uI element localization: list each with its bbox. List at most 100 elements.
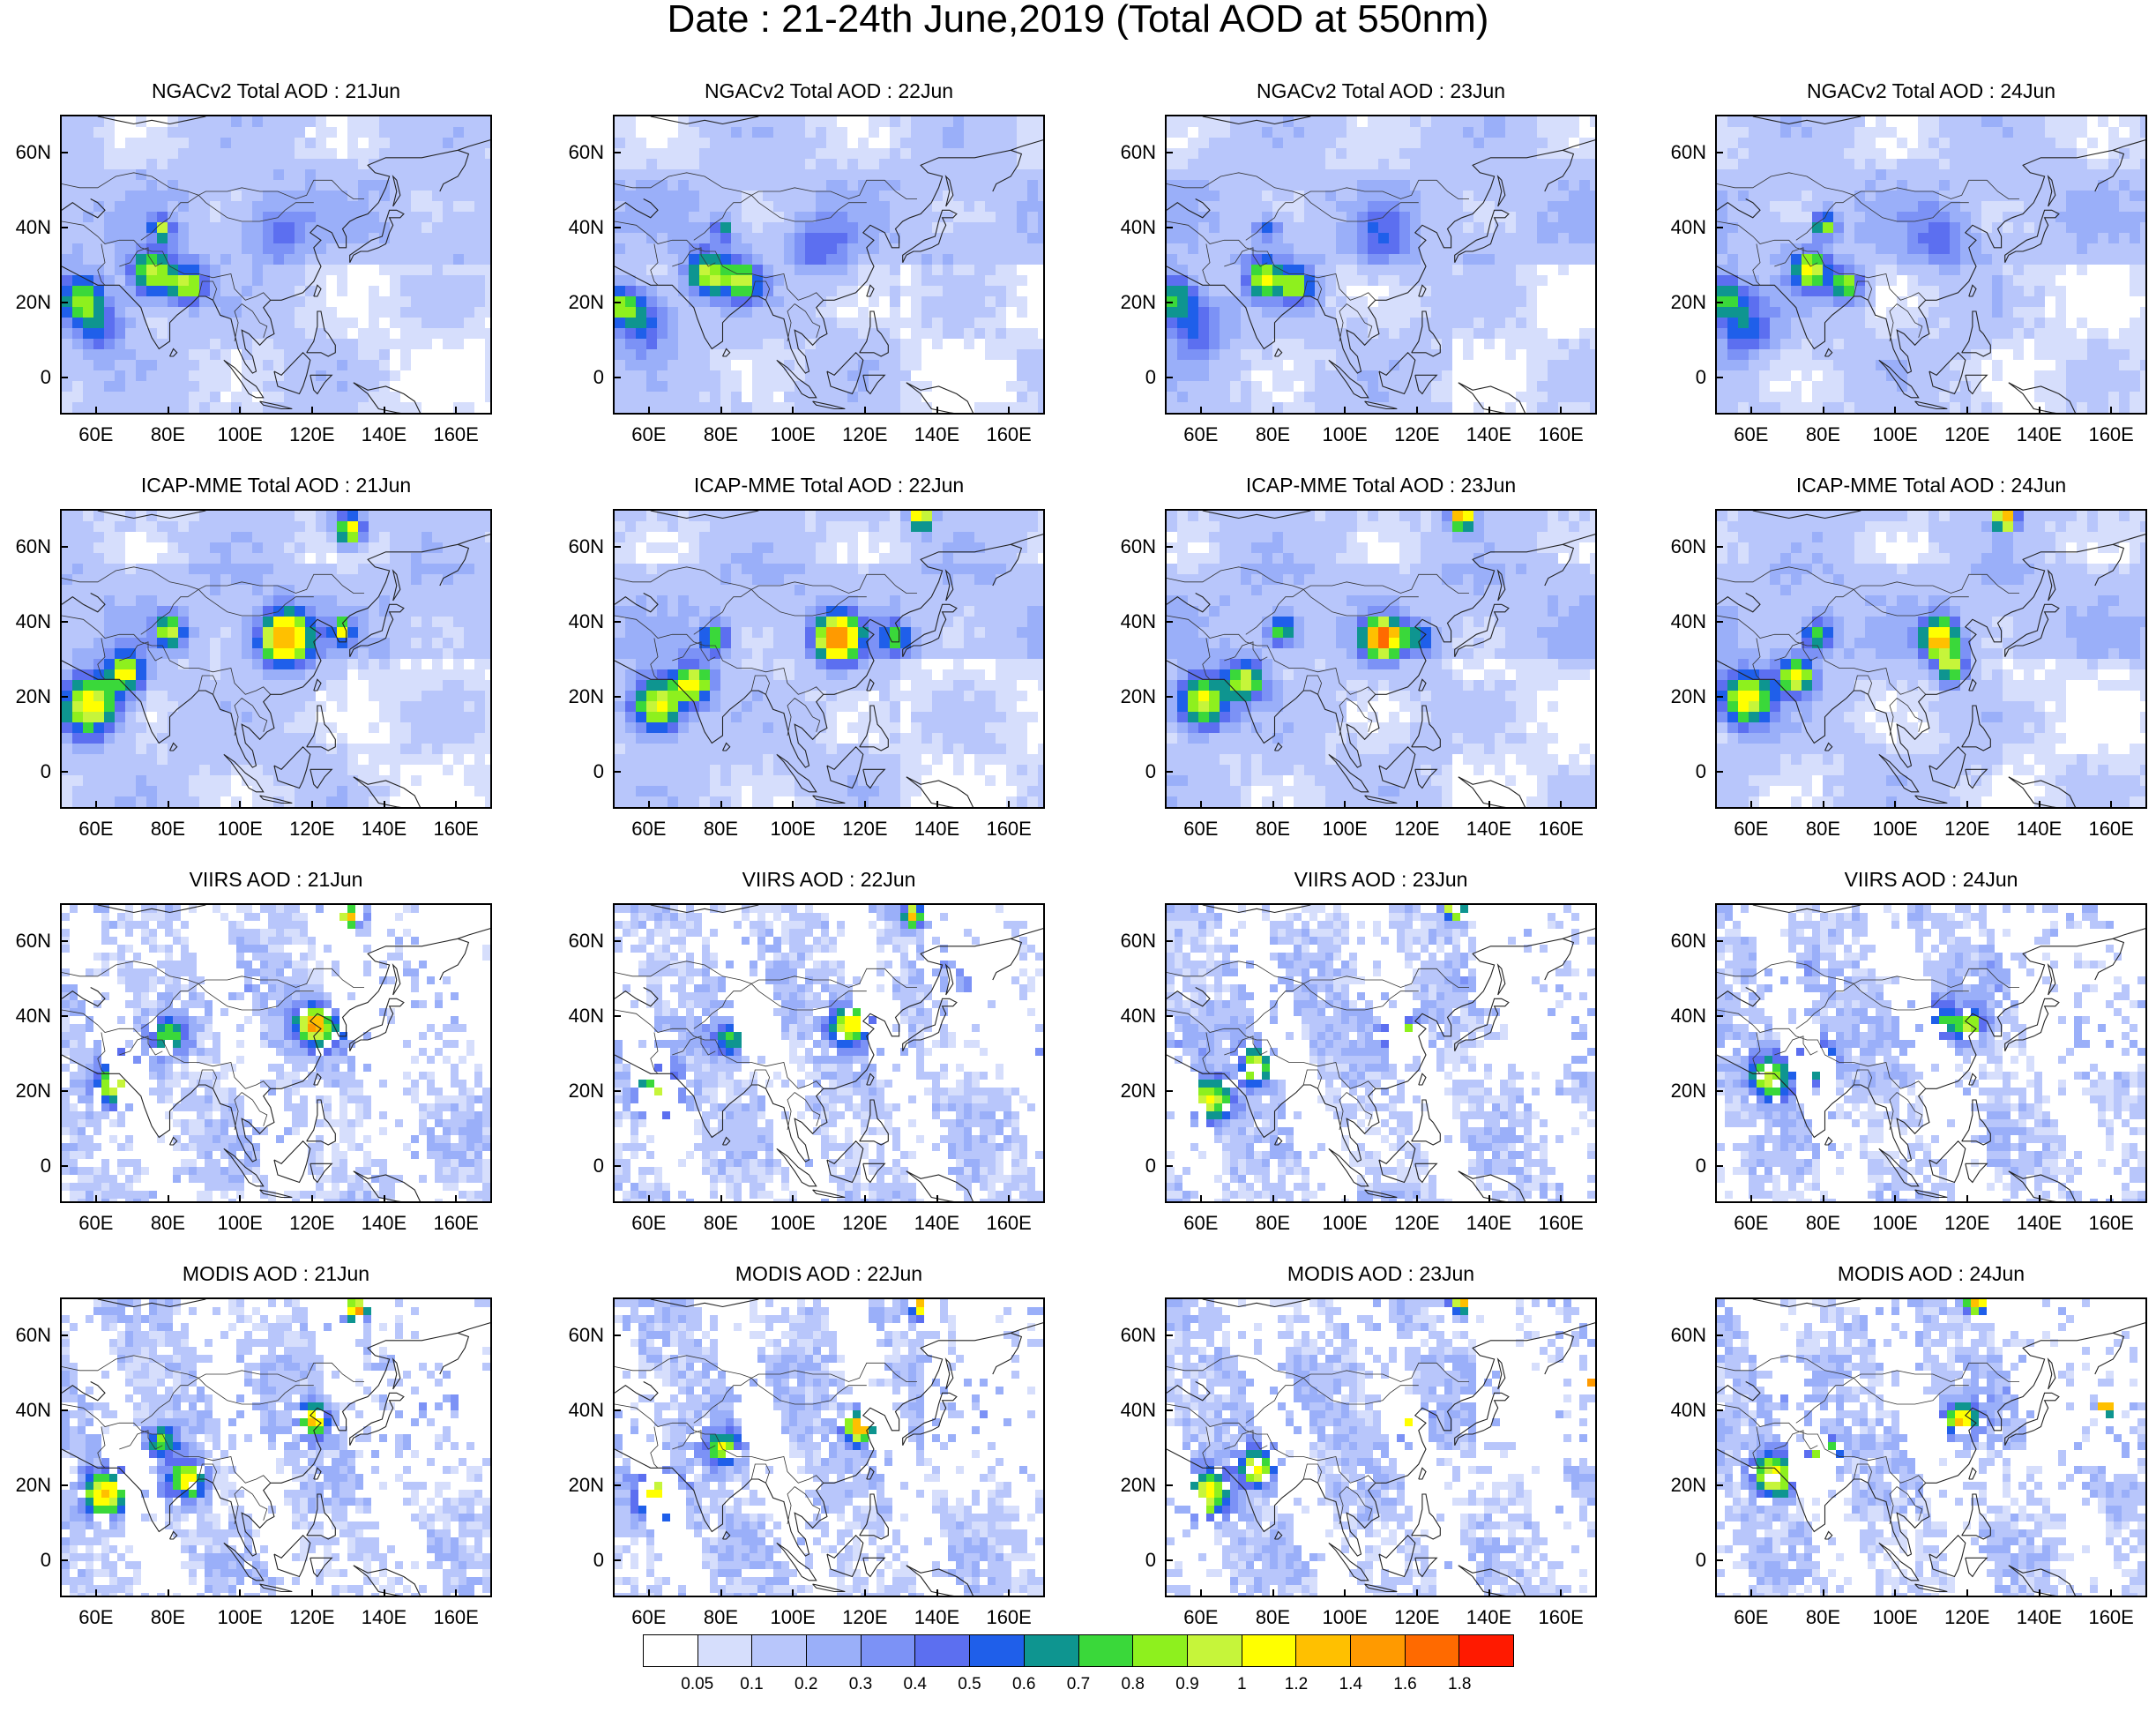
coastline (62, 905, 490, 1201)
lat-tick-label: 40N (1670, 1004, 1706, 1027)
lon-tick (1822, 407, 1824, 415)
lat-tick-label: 0 (1145, 1154, 1156, 1177)
lon-tick (1415, 1195, 1418, 1203)
lon-tick-label: 140E (914, 1606, 960, 1628)
lon-tick (1415, 801, 1418, 809)
lat-tick-label: 40N (1670, 215, 1706, 238)
lon-tick-label: 160E (1538, 1606, 1584, 1628)
lon-tick (1272, 801, 1274, 809)
lon-tick (310, 801, 313, 809)
lon-tick (1199, 1589, 1202, 1597)
lon-tick (1560, 801, 1563, 809)
lon-tick-label: 140E (1466, 423, 1512, 445)
lon-tick (1749, 407, 1752, 415)
colorbar-label: 1.4 (1339, 1675, 1362, 1693)
aod-field (615, 116, 1043, 413)
lon-tick-label: 100E (1872, 1212, 1918, 1234)
lon-tick (647, 1195, 650, 1203)
lon-tick (863, 1589, 866, 1597)
lon-tick-label: 60E (1734, 423, 1769, 445)
coastline (615, 905, 1043, 1201)
lon-tick (1415, 407, 1418, 415)
lon-tick-label: 80E (150, 423, 186, 445)
lat-tick (613, 1089, 621, 1092)
lon-tick-label: 60E (1183, 423, 1219, 445)
lon-tick-label: 60E (78, 1606, 114, 1628)
lat-tick (1165, 226, 1173, 228)
lon-tick-label: 140E (914, 818, 960, 840)
lon-tick-label: 80E (1255, 423, 1291, 445)
lon-tick (383, 407, 385, 415)
lon-tick (455, 1589, 458, 1597)
lon-tick (1966, 407, 1968, 415)
lon-tick-label: 100E (1872, 1606, 1918, 1628)
lon-tick-label: 120E (1944, 423, 1990, 445)
map-panel (60, 1297, 492, 1597)
lat-tick (1715, 770, 1723, 773)
lon-tick-label: 160E (1538, 1212, 1584, 1234)
panel-title: ICAP-MME Total AOD : 22Jun (693, 474, 965, 497)
map-panel (613, 115, 1045, 415)
colorbar-label: 0.9 (1175, 1675, 1199, 1693)
aod-field (62, 116, 490, 413)
lon-tick-label: 160E (986, 423, 1032, 445)
lon-tick-label: 100E (770, 423, 816, 445)
lat-tick (1165, 545, 1173, 548)
lon-tick-label: 60E (78, 1212, 114, 1234)
lon-tick (2038, 801, 2040, 809)
lon-tick-label: 80E (1805, 423, 1841, 445)
map-panel (613, 509, 1045, 809)
lon-tick-label: 100E (217, 1606, 263, 1628)
coastline (1167, 116, 1595, 413)
country-borders (615, 172, 917, 342)
aod-field (62, 1299, 490, 1596)
lon-tick-label: 60E (78, 423, 114, 445)
lon-tick-label: 140E (2016, 423, 2063, 445)
lon-tick-label: 60E (1734, 1212, 1769, 1234)
lat-tick-label: 0 (1145, 759, 1156, 782)
lat-tick-label: 0 (1695, 365, 1706, 388)
lat-tick-label: 20N (1120, 684, 1156, 707)
colorbar-label: 0.3 (848, 1675, 873, 1693)
lon-tick (792, 801, 795, 809)
lon-tick-label: 160E (433, 818, 479, 840)
lat-tick (1165, 1559, 1173, 1561)
lat-tick-label: 60N (1120, 1323, 1156, 1346)
lat-tick (60, 620, 68, 623)
coastline (615, 1299, 1043, 1596)
country-borders (615, 1355, 917, 1525)
page-title: Date : 21-24th June,2019 (Total AOD at 5… (667, 0, 1489, 41)
lon-tick-label: 100E (1322, 1212, 1368, 1234)
lat-tick-label: 60N (568, 1323, 604, 1346)
lon-tick-label: 100E (770, 1212, 816, 1234)
coastline (1717, 511, 2145, 807)
colorbar-label: 0.5 (958, 1675, 981, 1693)
lat-tick (60, 301, 68, 303)
lon-tick (383, 1195, 385, 1203)
lat-tick (1165, 1334, 1173, 1336)
lon-tick-label: 80E (1805, 1212, 1841, 1234)
map-panel (60, 903, 492, 1203)
lon-tick-label: 100E (217, 423, 263, 445)
lat-tick (1715, 1409, 1723, 1411)
panel-title: MODIS AOD : 24Jun (1837, 1262, 2025, 1285)
lat-tick-label: 20N (15, 684, 51, 707)
lon-tick-label: 120E (1394, 423, 1440, 445)
colorbar-swatch (1296, 1635, 1351, 1666)
colorbar-label: 1.6 (1393, 1675, 1417, 1693)
lon-tick-label: 80E (703, 1212, 739, 1234)
lon-tick-label: 140E (914, 1212, 960, 1234)
lat-tick (613, 620, 621, 623)
coastline (1167, 1299, 1595, 1596)
lon-tick (167, 407, 169, 415)
lat-tick-label: 60N (1670, 140, 1706, 163)
lon-tick-label: 140E (1466, 1212, 1512, 1234)
aod-field (62, 511, 490, 807)
lon-tick (167, 1195, 169, 1203)
lon-tick-label: 80E (150, 1606, 186, 1628)
lon-tick (1488, 1195, 1490, 1203)
lon-tick-label: 100E (217, 1212, 263, 1234)
lon-tick (239, 1195, 242, 1203)
colorbar-label: 0.6 (1012, 1675, 1036, 1693)
lat-tick (1715, 226, 1723, 228)
